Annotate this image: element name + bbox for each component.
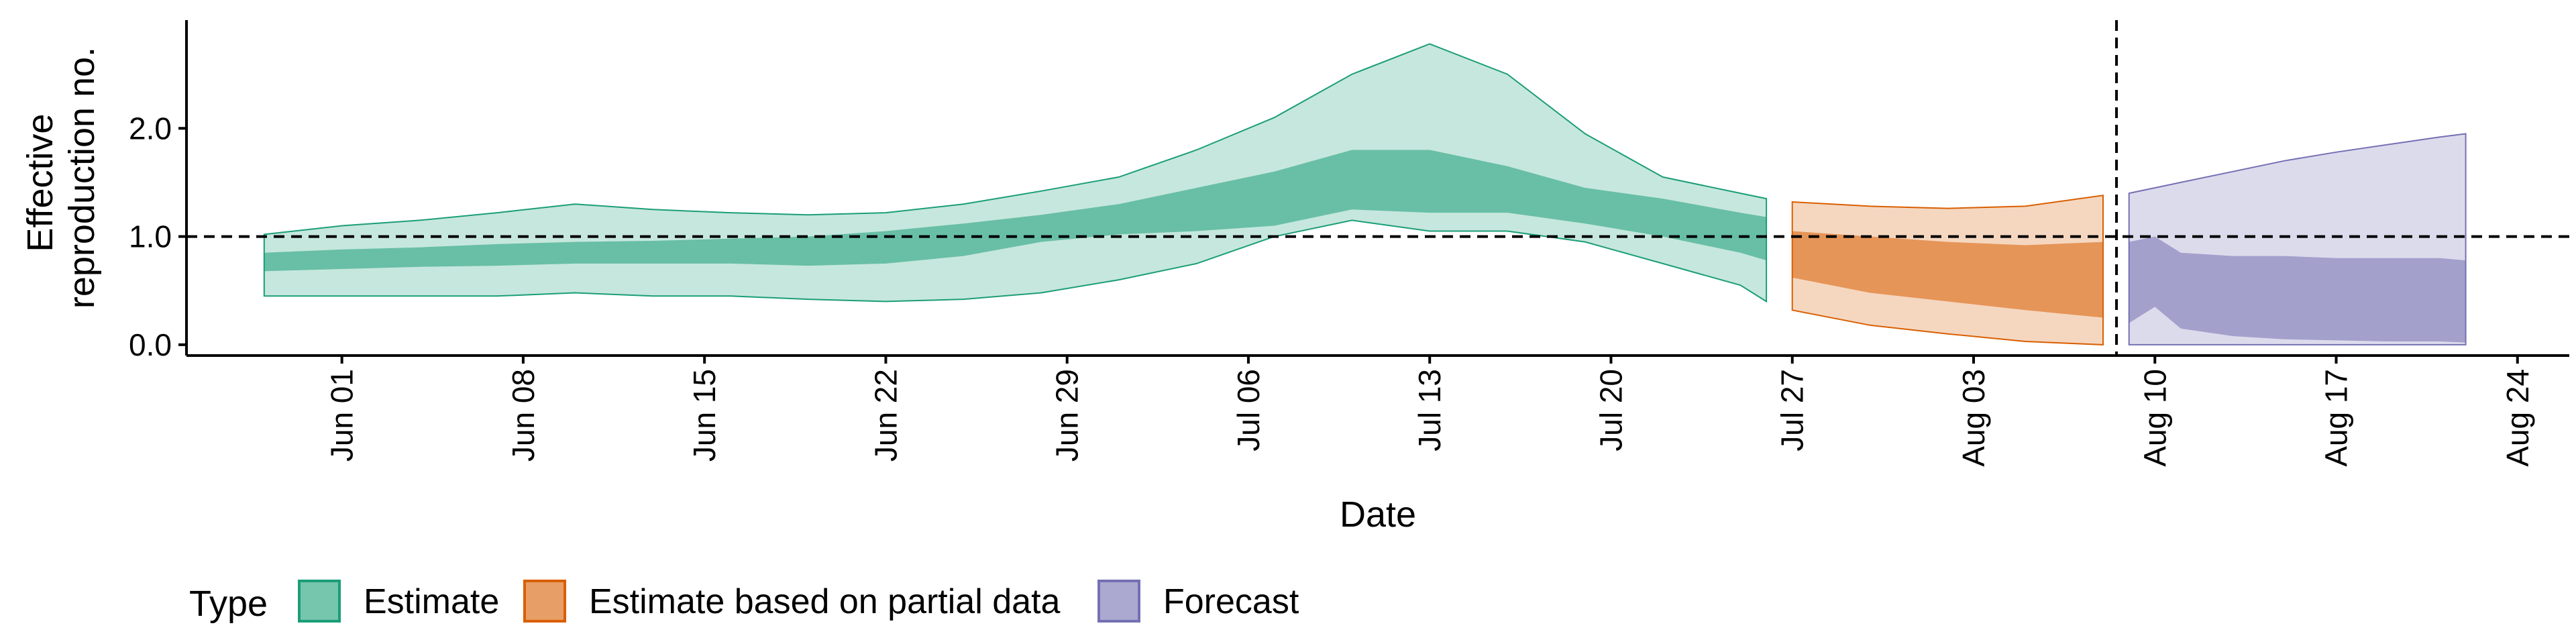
- x-tick-label: Jun 01: [325, 369, 360, 462]
- x-tick-label: Jun 15: [687, 369, 722, 462]
- series-0: [263, 43, 1768, 303]
- x-tick-label: Jun 08: [506, 369, 541, 462]
- y-axis-title-line-2: reproduction no.: [62, 47, 102, 309]
- x-tick-label: Jul 27: [1775, 369, 1810, 451]
- y-tick-label: 1.0: [129, 219, 172, 254]
- legend-swatch: [298, 580, 341, 623]
- legend-item-0: Estimate: [298, 580, 499, 623]
- legend-label: Estimate: [364, 582, 499, 621]
- x-tick-label: Aug 03: [1956, 369, 1991, 467]
- legend-label: Estimate based on partial data: [589, 582, 1061, 621]
- inner-interval-band: [264, 150, 1767, 272]
- y-tick-label: 0.0: [129, 327, 172, 362]
- x-tick-label: Jun 22: [868, 369, 903, 462]
- series-1: [1791, 195, 2104, 345]
- inner-interval-band: [2129, 236, 2466, 343]
- legend-title: Type: [189, 584, 268, 624]
- y-axis: 0.0 1.0 2.0: [129, 20, 188, 362]
- x-tick-label: Aug 24: [2500, 369, 2535, 467]
- x-axis: Jun 01 Jun 08 Jun 15 Jun 22 Jun 29 Jul 06 Jul …: [186, 354, 2569, 467]
- chart-bands: [263, 43, 2467, 345]
- outer-interval-band: [263, 43, 1768, 303]
- x-tick-label: Aug 17: [2319, 369, 2354, 467]
- x-tick-label: Aug 10: [2137, 369, 2172, 467]
- legend-swatch: [1097, 580, 1140, 623]
- legend-item-2: Forecast: [1097, 580, 1299, 623]
- legend-swatch: [523, 580, 566, 623]
- series-2: [2128, 133, 2467, 345]
- x-tick-label: Jul 06: [1231, 369, 1266, 451]
- x-tick-label: Jun 29: [1050, 369, 1085, 462]
- x-axis-title: Date: [1340, 494, 1416, 535]
- legend-item-1: Estimate based on partial data: [523, 580, 1061, 623]
- x-tick-label: Jul 20: [1593, 369, 1628, 451]
- y-tick-label: 2.0: [129, 111, 172, 146]
- x-tick-label: Jul 13: [1412, 369, 1447, 451]
- legend: Type Estimate Estimate based on partial d…: [189, 580, 1299, 624]
- legend-label: Forecast: [1163, 582, 1299, 621]
- y-axis-title: Effective reproduction no.: [20, 47, 102, 309]
- y-axis-title-line-1: Effective: [20, 113, 60, 252]
- inner-interval-band: [1792, 231, 2103, 318]
